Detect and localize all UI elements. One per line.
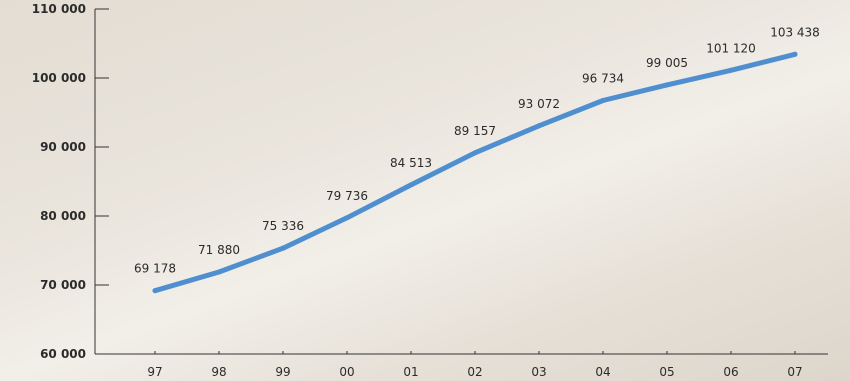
- data-label: 93 072: [518, 97, 560, 111]
- x-tick-label: 05: [659, 365, 674, 379]
- data-label: 96 734: [582, 72, 624, 86]
- data-label: 75 336: [262, 219, 304, 233]
- y-tick-label: 70 000: [40, 278, 86, 292]
- data-point: [344, 215, 350, 221]
- data-label: 71 880: [198, 243, 240, 257]
- data-point: [536, 123, 542, 129]
- x-tick-label: 01: [403, 365, 418, 379]
- data-label: 99 005: [646, 56, 688, 70]
- x-tick-label: 02: [467, 365, 482, 379]
- y-tick-label: 90 000: [40, 140, 86, 154]
- x-tick-label: 00: [339, 365, 354, 379]
- data-label: 101 120: [706, 41, 756, 55]
- data-point: [792, 51, 798, 57]
- data-point: [408, 182, 414, 188]
- x-tick-label: 03: [531, 365, 546, 379]
- y-tick-label: 100 000: [32, 71, 86, 85]
- x-tick-label: 99: [275, 365, 290, 379]
- data-labels: 69 178 71 880 75 336 79 736 84 513 89 157 93 0…: [134, 25, 820, 275]
- data-points: [152, 51, 798, 294]
- data-point: [472, 150, 478, 156]
- x-tick-label: 97: [147, 365, 162, 379]
- y-tick-label: 110 000: [32, 2, 86, 16]
- x-tick-label: 06: [723, 365, 738, 379]
- data-point: [152, 288, 158, 294]
- data-point: [664, 82, 670, 88]
- series-line: [152, 51, 798, 294]
- y-tick-label: 60 000: [40, 347, 86, 361]
- data-point: [216, 269, 222, 275]
- data-label: 79 736: [326, 189, 368, 203]
- axes: [94, 9, 828, 355]
- data-point: [600, 98, 606, 104]
- data-label: 69 178: [134, 262, 176, 276]
- data-point: [280, 245, 286, 251]
- y-ticks: 60 000 70 000 80 000 90 000 100 000 110 000: [32, 2, 109, 361]
- data-label: 84 513: [390, 156, 432, 170]
- x-tick-label: 98: [211, 365, 226, 379]
- y-tick-label: 80 000: [40, 209, 86, 223]
- data-label: 89 157: [454, 124, 496, 138]
- data-point: [728, 67, 734, 73]
- data-label: 103 438: [770, 25, 820, 39]
- x-tick-label: 07: [787, 365, 802, 379]
- x-ticks: 97 98 99 00 01 02 03 04 05 06 07: [147, 351, 803, 379]
- x-tick-label: 04: [595, 365, 610, 379]
